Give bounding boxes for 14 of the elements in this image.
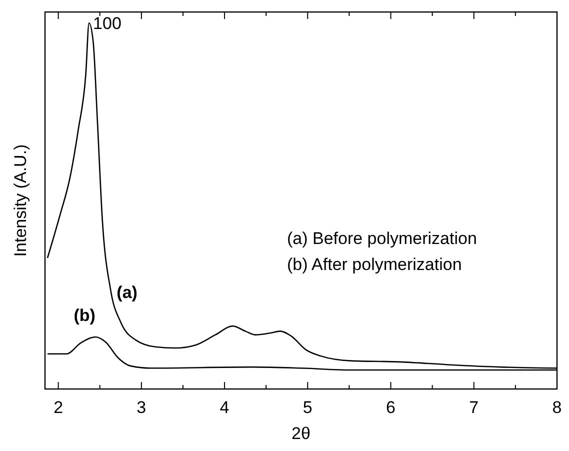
x-tick-label: 8 <box>552 398 562 417</box>
x-tick-label: 6 <box>386 398 396 417</box>
x-tick-label: 4 <box>220 398 230 417</box>
y-axis-title: Intensity (A.U.) <box>11 144 30 257</box>
annotation: (b) After polymerization <box>287 255 462 274</box>
x-tick-label: 7 <box>469 398 479 417</box>
x-axis-title: 2θ <box>292 424 310 443</box>
x-tick-label: 2 <box>54 398 64 417</box>
x-tick-label: 5 <box>302 398 312 417</box>
annotation: (a) Before polymerization <box>287 229 477 248</box>
annotation: (b) <box>74 306 96 326</box>
annotation: 100 <box>93 14 122 33</box>
x-tick-label: 3 <box>136 398 146 417</box>
annotation: (a) <box>116 283 138 302</box>
